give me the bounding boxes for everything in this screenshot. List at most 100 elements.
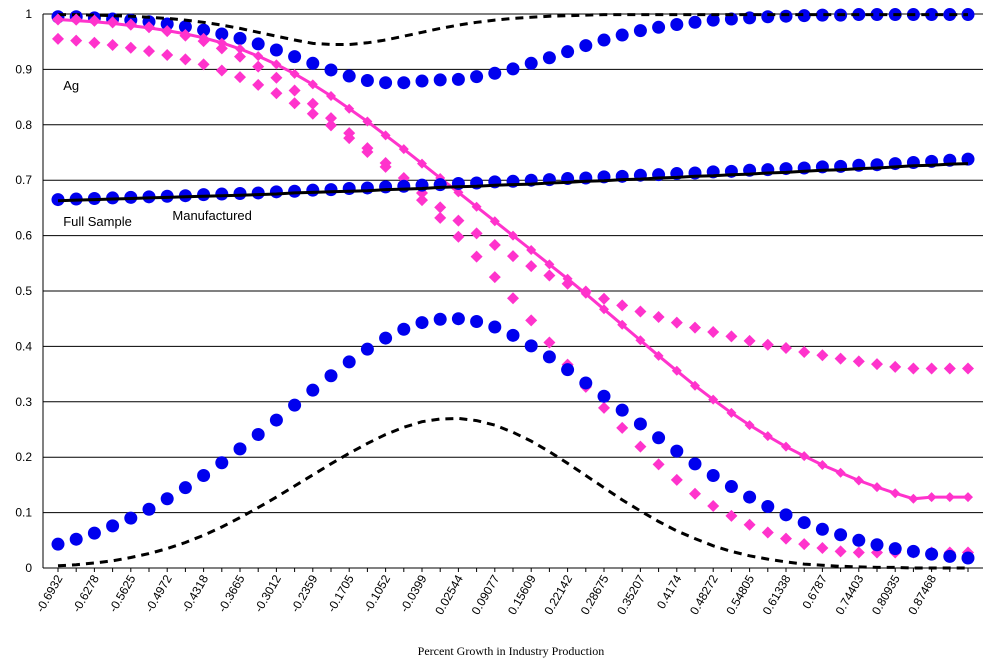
data-point [708,394,719,405]
data-point [906,544,920,558]
data-point [51,537,65,551]
data-point [106,519,120,533]
data-point [653,350,664,361]
data-point [453,187,464,198]
y-tick-label: 0.3 [15,395,32,409]
data-point [688,457,702,471]
data-point [889,360,902,373]
data-point [852,533,866,547]
data-point [870,8,884,22]
x-tick-label: 0.15609 [505,572,539,617]
data-point [652,311,665,324]
data-point [215,42,228,55]
data-point [251,37,265,51]
data-point [816,349,829,362]
data-point [324,369,338,383]
data-point [197,23,211,37]
data-point [215,456,229,470]
data-point [416,194,428,207]
data-point [160,492,174,506]
data-point [725,330,738,343]
data-point [579,376,593,390]
data-point [853,475,864,486]
data-point [835,467,846,478]
data-point [434,211,447,224]
data-point [470,250,483,263]
y-tick-label: 0.4 [15,339,32,353]
data-point [890,488,901,499]
data-point [743,334,756,347]
data-point [270,87,283,100]
x-tick-label: -0.5625 [106,572,139,615]
y-tick-label: 0.9 [15,62,32,76]
data-point [87,526,101,540]
data-point [433,312,447,326]
data-point [706,468,720,482]
data-point [925,8,939,22]
data-point [234,71,246,84]
data-point [761,338,774,351]
data-point [106,39,119,52]
data-point [616,421,629,434]
data-point [615,403,629,417]
data-point [143,21,155,34]
data-point [70,34,83,47]
data-point [689,487,701,500]
x-tick-label: 0.48272 [687,572,721,617]
data-point [597,389,611,403]
data-point [252,60,265,73]
data-point [506,328,520,342]
data-point [761,500,775,514]
data-point [362,116,373,127]
data-point [633,24,647,38]
data-point [397,179,411,193]
data-point [834,528,848,542]
data-point [124,41,137,54]
data-point [888,542,902,556]
data-point [380,130,391,141]
data-point [689,321,701,334]
y-tick-label: 0 [25,561,32,575]
data-point [779,9,793,23]
data-point [289,68,300,79]
data-point [543,269,556,282]
data-point [561,277,574,290]
x-tick-label: -0.4972 [142,572,175,615]
data-point [161,48,174,61]
data-point [197,35,210,48]
data-point [962,362,974,375]
data-point [872,482,882,493]
data-point [524,339,538,353]
data-point [961,551,975,565]
data-point [762,431,773,442]
data-point [744,420,755,431]
data-point [634,305,647,318]
data-point [707,325,720,338]
data-point [780,532,792,545]
data-point [561,45,575,59]
data-point [215,187,229,201]
data-point [706,13,720,27]
data-point [233,186,247,200]
x-tick-label: -0.4318 [179,572,212,615]
data-point [233,31,247,45]
data-point [488,271,501,284]
data-point [834,545,847,558]
data-point [251,427,265,441]
annotation-label: Ag [63,78,79,93]
x-tick-label: 0.09077 [469,572,503,617]
data-point [397,322,411,336]
x-tick-label: 0.6787 [800,572,831,611]
data-point [379,180,393,194]
data-point [161,25,174,38]
data-point [726,407,737,418]
x-tick-label: 0.22142 [541,572,575,617]
data-point [433,73,447,87]
data-point [544,259,555,270]
data-point [179,53,192,66]
data-point [397,76,411,90]
annotations: Ag Full Sample Manufactured [63,78,252,229]
data-point [415,74,429,88]
